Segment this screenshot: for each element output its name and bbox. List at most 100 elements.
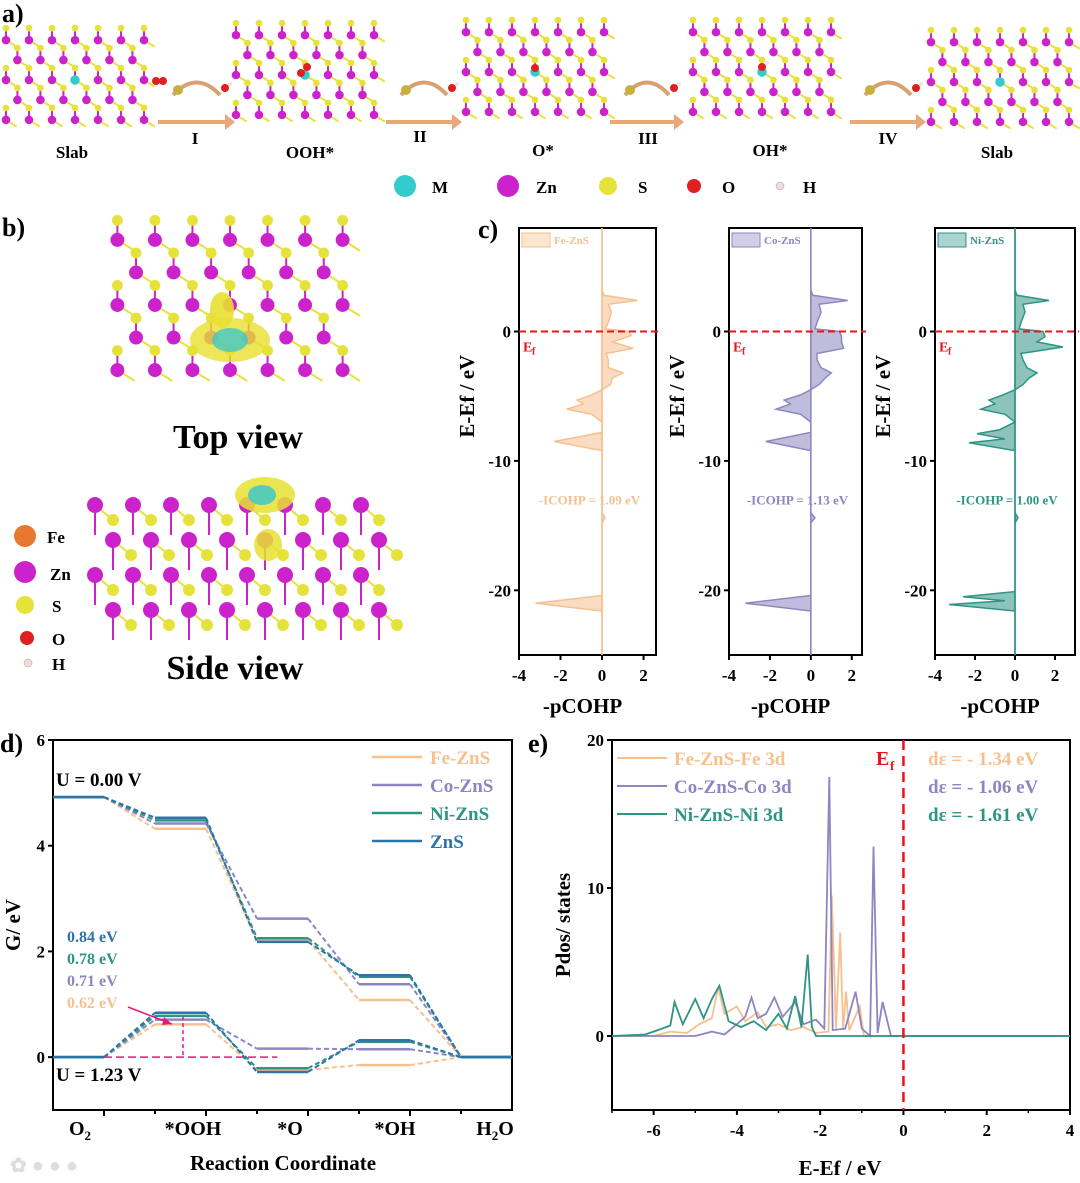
zn-atom [1053,97,1062,107]
pdos-curve-co-zns-co-3d [612,776,1070,1038]
zn-atom [1,75,11,85]
connector-u0 [307,939,360,1001]
s-atom [793,36,800,44]
s-atom [827,56,835,64]
connector-u0 [409,974,462,1058]
step-label-3: III [638,129,658,148]
zn-atom [128,95,137,105]
panel-a-reaction-scheme: a) Slab OOH* O* OH* Slab I II III IV M Z… [1,0,1080,197]
pcohp-area [745,228,848,655]
d-band-center: dε = - 1.06 eV [928,777,1039,798]
zn-atom [243,50,252,60]
x-tick-label: -2 [763,666,777,685]
zn-atom [369,70,379,80]
s-atom [130,247,142,259]
zn-atom [93,35,103,45]
zn-atom [461,27,471,37]
s-atom [224,214,236,226]
zn-atom [24,75,34,85]
zn-atom [792,47,801,57]
zn-atom [576,107,586,117]
s-atom [111,345,123,356]
s-atom [353,619,365,631]
zn-atom [231,70,241,80]
s-atom [827,96,835,104]
zn-atom [711,27,721,37]
s-atom [962,86,969,94]
zn-atom [972,77,982,87]
zn-atom [1053,57,1062,67]
s-atom [255,99,263,107]
watermark: ✿ ● ● ● [10,1155,78,1177]
s-atom [485,16,493,24]
s-atom [239,619,251,631]
s-atom [758,56,766,64]
s-atom [183,514,195,526]
zn-atom [826,67,836,77]
zn-atom [266,50,275,60]
s-atom [347,59,355,67]
zn-atom [826,27,836,37]
s-atom [111,280,123,291]
x-tick-label: 2 [848,666,857,685]
zn-atom [826,107,836,117]
s-atom [962,46,969,54]
zn-atom [298,232,313,247]
s-atom [94,24,102,32]
s-atom [973,106,981,114]
zn-atom [803,107,813,117]
side-view-label: Side view [167,650,304,687]
s-atom [1042,26,1050,34]
legend-swatch [937,232,967,248]
legend-s: S [638,178,647,197]
zn-atom [105,55,114,65]
zn-atom [105,532,121,548]
s-atom [747,76,754,84]
s-atom [701,76,708,84]
s-atom [1031,46,1038,54]
step-label-4: IV [879,129,899,148]
s-atom [267,39,274,47]
connector-u123 [307,1039,360,1073]
zn-atom-icon [14,561,36,583]
connector-u123 [205,1012,258,1073]
s-atom [2,64,10,72]
s-atom [1042,66,1050,74]
zn-atom [47,115,57,125]
s-atom [71,104,79,112]
s-atom [324,59,332,67]
zn-atom [599,107,609,117]
zn-atom [780,107,790,117]
zn-atom [346,70,356,80]
zn-atom [723,47,732,57]
m-atom [995,77,1005,87]
zn-atom [241,265,256,280]
s-atom [600,96,608,104]
zn-atom [289,90,298,100]
plot-frame [728,227,863,656]
zn-atom [700,47,709,57]
zn-atom [815,47,824,57]
zn-atom [335,50,344,60]
zn-atom [163,567,179,583]
zn-atom [219,532,235,548]
s-atom [14,84,21,92]
category-label-2: *O [277,1118,303,1140]
o-atom [531,64,539,72]
h-atom-icon [775,181,785,191]
s-atom [83,84,90,92]
zn-atom [59,55,68,65]
o-atom [297,69,305,77]
zn-atom [13,55,22,65]
s-atom [462,16,470,24]
s-atom [129,84,136,92]
zn-atom [972,117,982,127]
zn-atom [87,567,103,583]
s-atom [747,36,754,44]
s-atom [1008,46,1015,54]
s-atom [1019,106,1027,114]
zn-atom [59,95,68,105]
s-atom [347,99,355,107]
zn-atom [961,57,970,67]
s-atom [996,26,1004,34]
